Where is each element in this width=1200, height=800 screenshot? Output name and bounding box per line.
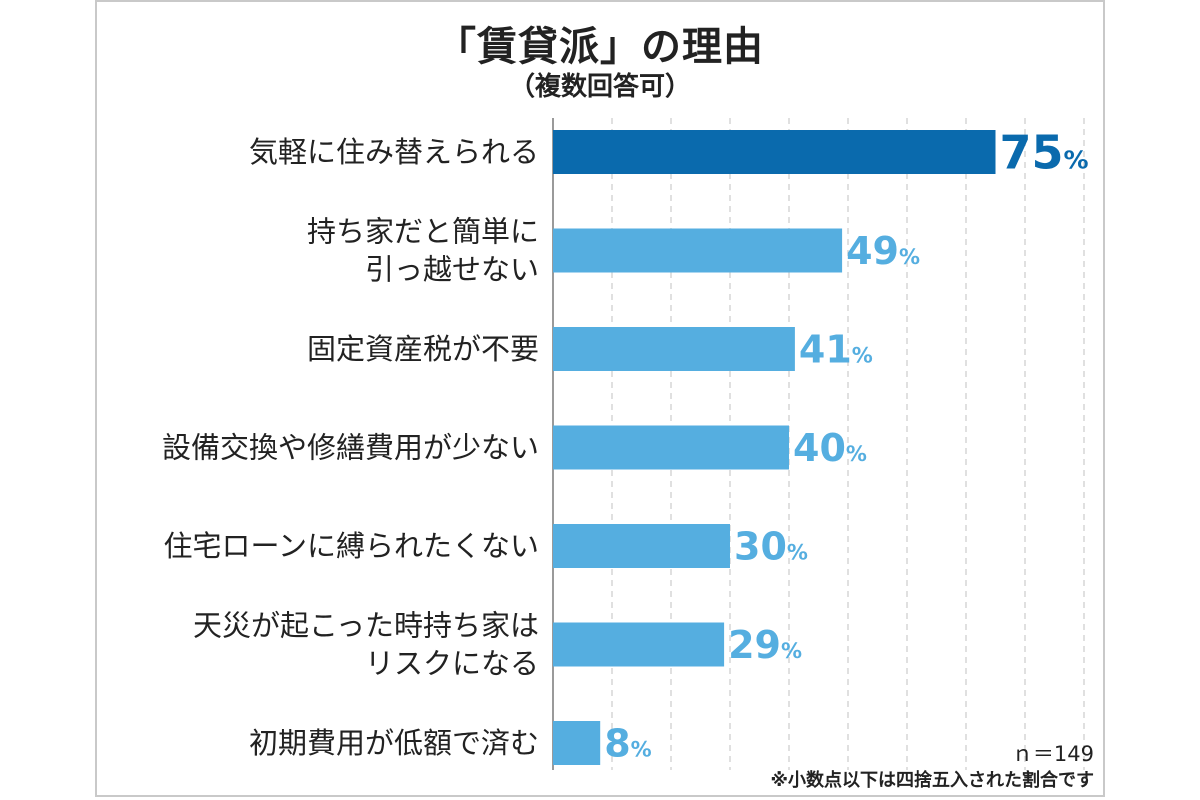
- value-label: 49%: [846, 229, 920, 273]
- category-labels: 気軽に住み替えられる持ち家だと簡単に引っ越せない固定資産税が不要設備交換や修繕費…: [162, 135, 539, 760]
- rounding-note: ※小数点以下は四捨五入された割合です: [770, 770, 1095, 791]
- bars: [553, 130, 996, 765]
- bar: [553, 524, 730, 568]
- chart-title: 「賃貸派」の理由: [436, 24, 764, 70]
- bar: [553, 425, 789, 470]
- bar: [553, 130, 996, 174]
- value-label: 30%: [734, 525, 808, 569]
- value-label: 40%: [793, 426, 867, 470]
- sample-size-note: ｎ＝149: [1011, 742, 1094, 766]
- category-label: 持ち家だと簡単に: [307, 215, 539, 249]
- chart-subtitle: （複数回答可）: [508, 72, 691, 102]
- value-label: 75%: [1000, 126, 1089, 180]
- value-label: 41%: [799, 328, 873, 372]
- bar: [553, 327, 795, 371]
- value-label: 8%: [604, 722, 652, 766]
- category-label: 住宅ローンに縛られたくない: [163, 529, 539, 563]
- value-labels: 75% 49% 41% 40% 30% 29% 8%: [604, 126, 1088, 766]
- bar: [553, 228, 843, 273]
- category-label: 固定資産税が不要: [307, 332, 539, 366]
- bar: [553, 622, 725, 667]
- category-label: 設備交換や修繕費用が少ない: [162, 431, 539, 465]
- category-label: リスクになる: [365, 647, 539, 681]
- value-label: 29%: [728, 623, 802, 667]
- category-label: 引っ越せない: [365, 253, 539, 287]
- bar: [553, 721, 601, 765]
- category-label: 初期費用が低額で済む: [249, 726, 539, 760]
- category-label: 気軽に住み替えられる: [249, 135, 539, 169]
- category-label: 天災が起こった時持ち家は: [193, 609, 539, 643]
